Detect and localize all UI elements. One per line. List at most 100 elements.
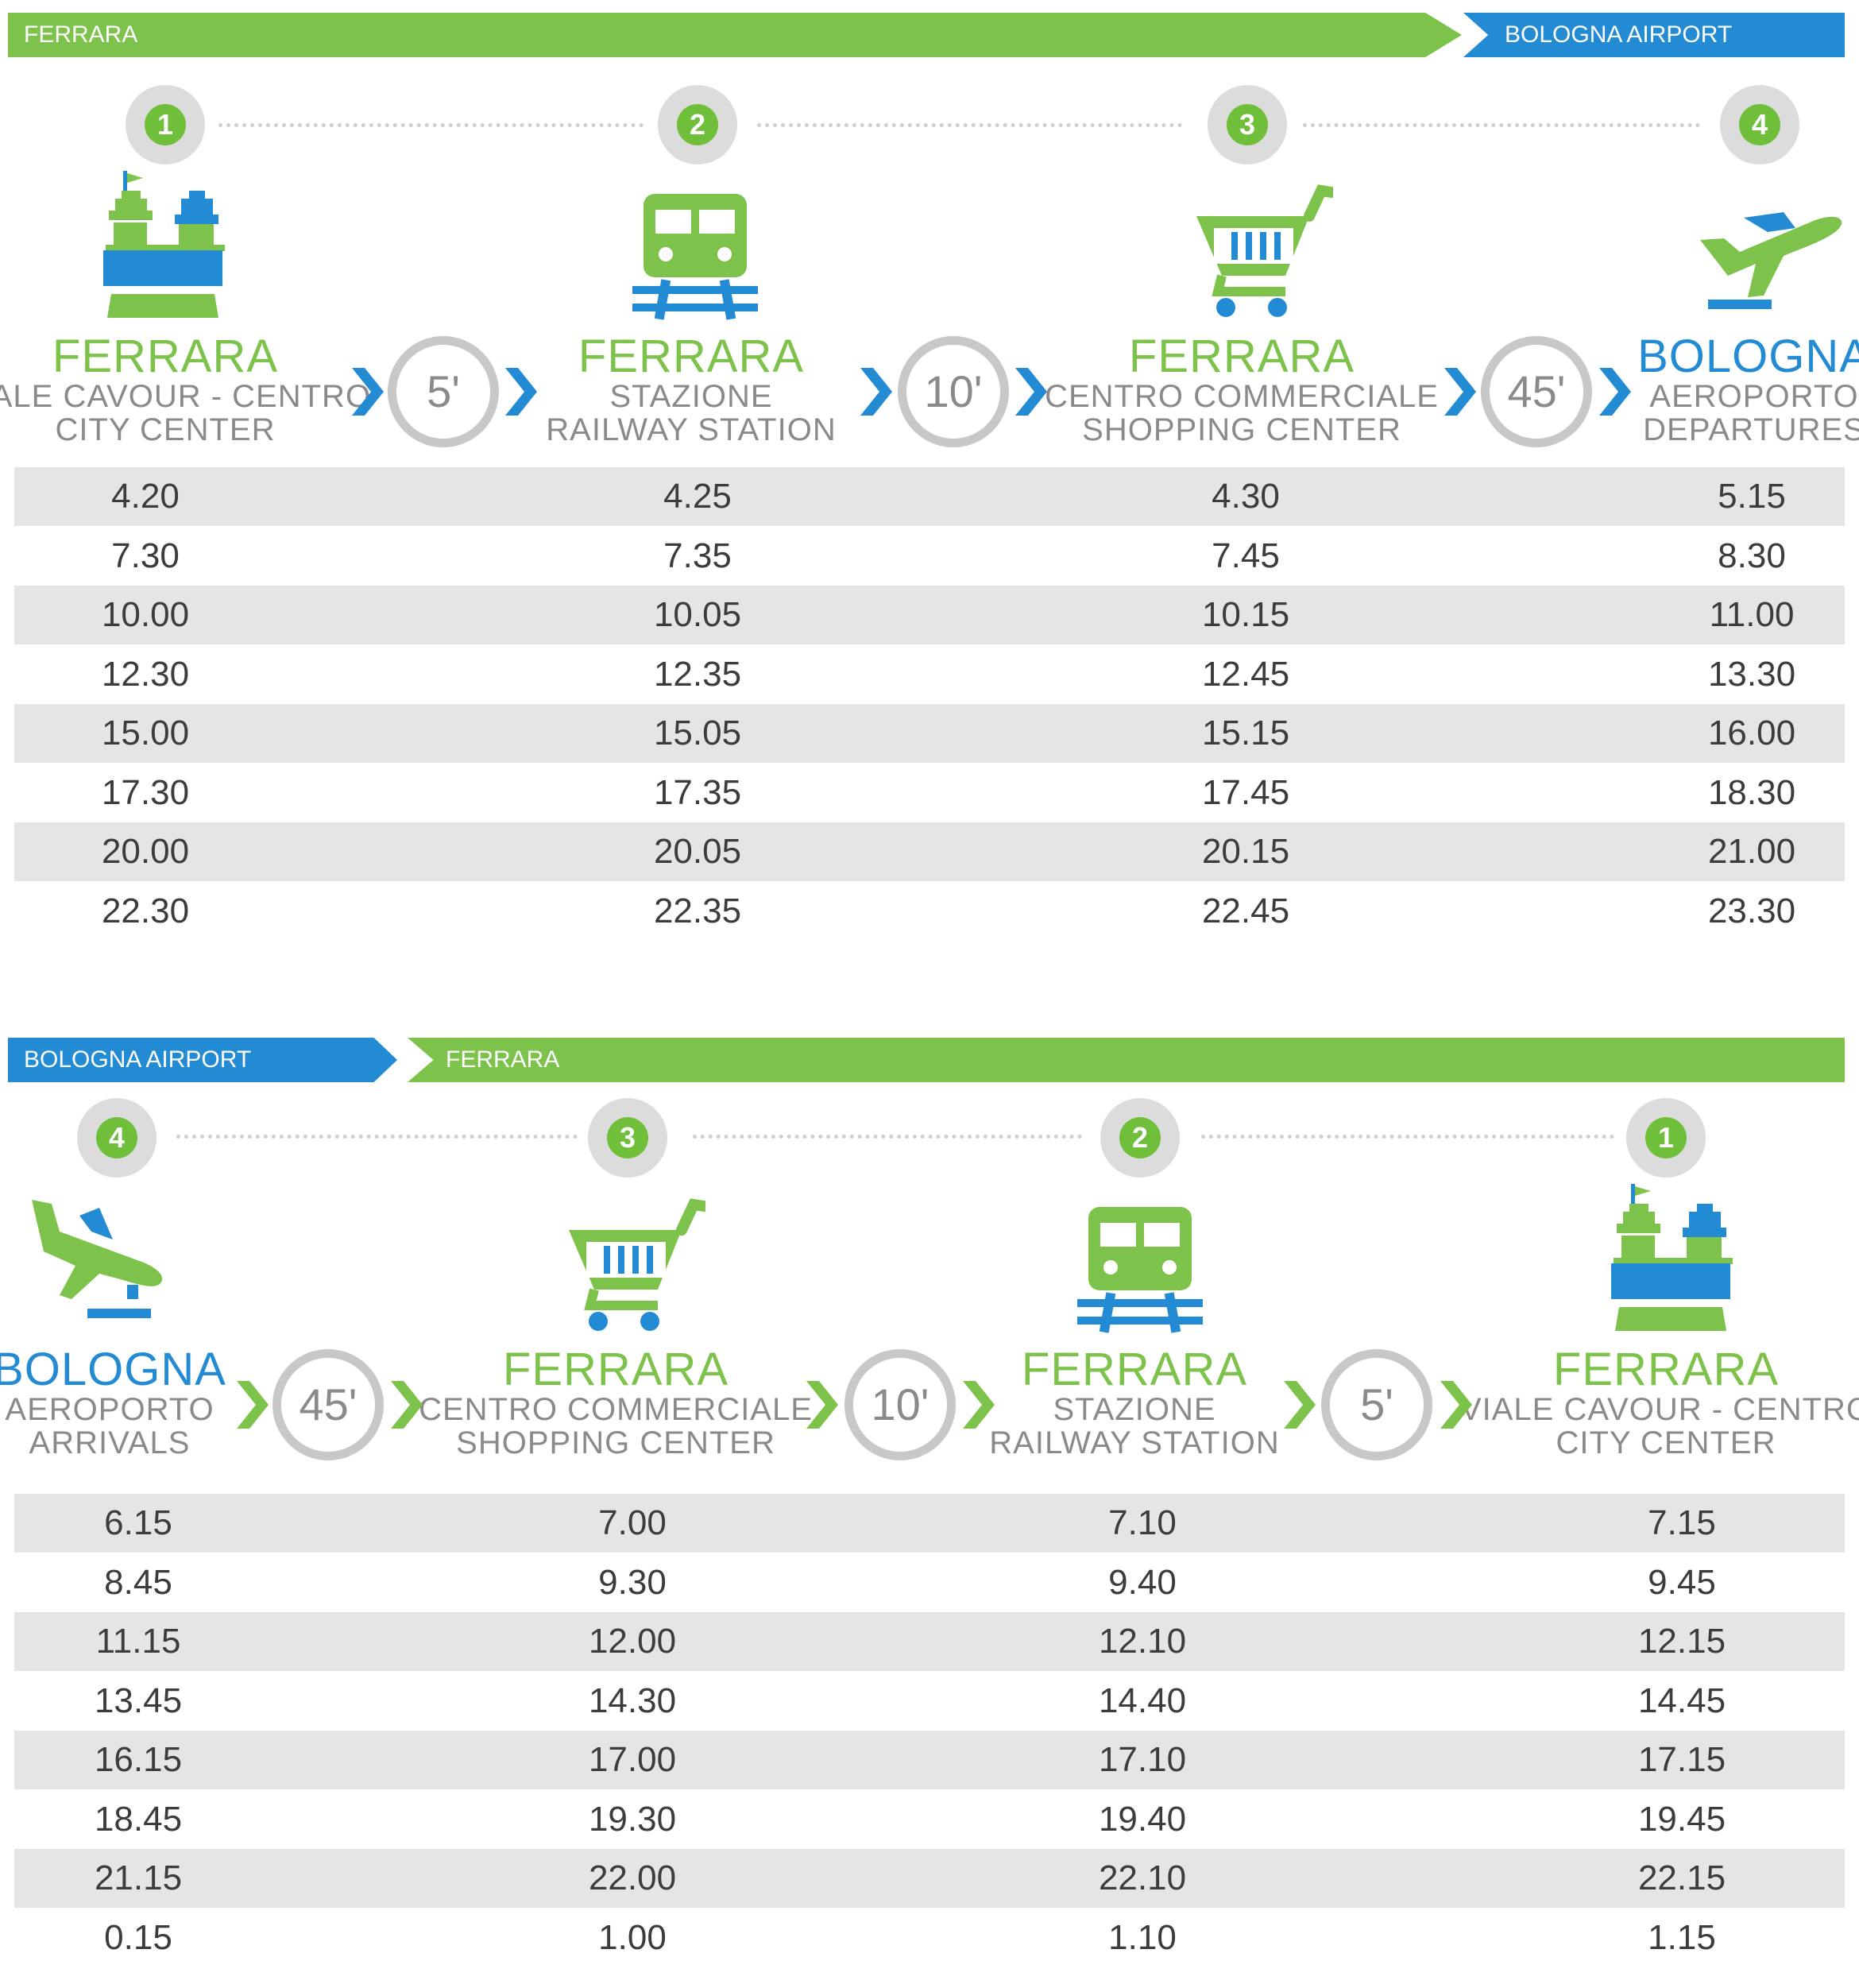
table-row: 21.15 22.00 22.10 22.15 [14,1849,1845,1908]
chevron-right-icon [1284,1381,1316,1429]
plane-arrival-icon [32,1200,163,1318]
stop-place-en: CITY CENTER [55,412,276,447]
departure-time: 15.15 [1201,714,1290,752]
stop-place: STAZIONE [1053,1392,1216,1427]
table-row: 0.15 1.00 1.10 1.15 [14,1909,1845,1967]
stop-city: FERRARA [1128,331,1355,382]
departure-time: 1.15 [1648,1917,1716,1957]
stop-city: BOLOGNA [1637,331,1859,382]
departure-time: 9.40 [1108,1562,1177,1602]
departure-time: 21.15 [94,1858,183,1897]
inbound-banner-ferrara: FERRARA [408,1038,1845,1082]
departure-time: 7.35 [663,536,732,575]
departure-time: 17.35 [653,772,742,812]
stop-label: BOLOGNA AEROPORTO ARRIVALS [0,1347,226,1460]
stop-number-badge: 2 [1100,1098,1180,1178]
departure-time: 13.45 [94,1681,183,1720]
departure-time: 7.45 [1212,536,1280,575]
departure-time: 7.10 [1108,1503,1177,1542]
table-row: 12.30 12.35 12.45 13.30 [14,645,1845,704]
departure-time: 0.15 [104,1917,172,1957]
dotted-connector [218,123,644,127]
departure-time: 22.35 [653,891,742,930]
departure-time: 16.00 [1707,714,1796,752]
departure-time: 17.00 [588,1740,677,1779]
outbound-banner-airport: BOLOGNA AIRPORT [1463,13,1845,57]
stop-label: BOLOGNA AEROPORTO DEPARTURES [1637,334,1859,447]
departure-time: 12.10 [1098,1622,1187,1661]
castle-icon [1611,1184,1733,1331]
departure-time: 14.45 [1637,1681,1726,1720]
travel-duration: 5' [1321,1349,1432,1460]
table-row: 11.15 12.00 12.10 12.15 [14,1612,1845,1671]
stop-number-badge: 4 [77,1098,157,1178]
plane-departure-icon [1700,212,1842,309]
stop-city: FERRARA [52,331,279,382]
travel-duration: 45' [1481,336,1592,447]
departure-time: 5.15 [1718,477,1786,516]
dotted-connector [1303,123,1700,127]
stop-number: 3 [1227,104,1268,145]
stop-place-en: RAILWAY STATION [989,1425,1280,1460]
castle-icon [103,171,225,318]
dotted-connector [1201,1135,1614,1139]
departure-time: 17.30 [101,772,190,812]
departure-time: 9.30 [598,1562,667,1602]
stop-number: 4 [1739,104,1780,145]
departure-time: 12.35 [653,654,742,694]
table-row: 22.30 22.35 22.45 23.30 [14,882,1845,941]
departure-time: 7.30 [111,536,180,575]
departure-time: 15.05 [653,714,742,752]
stop-number: 3 [607,1117,648,1158]
departure-time: 9.45 [1648,1562,1716,1602]
stop-number: 2 [677,104,718,145]
stop-place: AEROPORTO [1649,379,1859,414]
stop-city: BOLOGNA [0,1344,226,1395]
stop-city: FERRARA [578,331,805,382]
stop-place-en: DEPARTURES [1643,412,1859,447]
stop-number-badge: 1 [126,85,205,164]
stop-place: CENTRO COMMERCIALE [1045,379,1439,414]
travel-duration: 10' [844,1349,956,1460]
table-row: 18.45 19.30 19.40 19.45 [14,1790,1845,1849]
table-row: 17.30 17.35 17.45 18.30 [14,764,1845,822]
stop-place: VIALE CAVOUR - CENTRO [1459,1392,1859,1427]
departure-time: 6.15 [104,1503,172,1542]
departure-time: 17.15 [1637,1740,1726,1779]
departure-time: 20.05 [653,832,742,871]
table-row: 16.15 17.00 17.10 17.15 [14,1731,1845,1789]
departure-time: 19.30 [588,1799,677,1839]
stop-place: VIALE CAVOUR - CENTRO [0,379,372,414]
departure-time: 20.00 [101,832,190,871]
stop-label: FERRARA STAZIONE RAILWAY STATION [989,1347,1279,1460]
departure-time: 21.00 [1707,832,1796,871]
stop-number-badge: 1 [1626,1098,1706,1178]
stop-place: STAZIONE [609,379,773,414]
departure-time: 14.30 [588,1681,677,1720]
departure-time: 22.45 [1201,891,1290,930]
cart-icon [569,1198,705,1331]
stop-place: CENTRO COMMERCIALE [419,1392,813,1427]
stop-city: FERRARA [1021,1344,1248,1395]
table-row: 20.00 20.05 20.15 21.00 [14,822,1845,881]
stop-number-badge: 3 [588,1098,667,1178]
travel-duration: 45' [272,1349,384,1460]
train-icon [632,194,758,320]
chevron-right-icon [1015,368,1047,416]
stop-number-badge: 4 [1720,85,1799,164]
departure-time: 22.10 [1098,1858,1187,1897]
table-row: 8.45 9.30 9.40 9.45 [14,1553,1845,1612]
departure-time: 11.15 [95,1622,181,1661]
chevron-right-icon [1440,1381,1472,1429]
departure-time: 10.15 [1201,595,1290,634]
stop-place-en: RAILWAY STATION [546,412,837,447]
banner-label: FERRARA [446,1046,560,1073]
departure-time: 14.40 [1098,1681,1187,1720]
stop-city: FERRARA [502,1344,729,1395]
stop-number: 2 [1119,1117,1161,1158]
chevron-right-icon [352,368,384,416]
table-row: 6.15 7.00 7.10 7.15 [14,1494,1845,1553]
dotted-connector [757,123,1182,127]
chevron-right-icon [237,1381,269,1429]
stop-label: FERRARA VIALE CAVOUR - CENTRO CITY CENTE… [0,334,371,447]
